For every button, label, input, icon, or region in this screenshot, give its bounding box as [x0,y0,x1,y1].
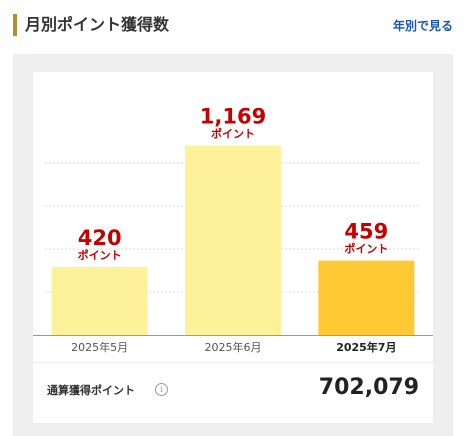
data-value-label: 459 [344,220,388,244]
chart-panel: ポイント 420 2025年5月 ポイント 1,169 2025年6月 ポイント 459 202… [13,54,453,436]
header-accent-bar [13,14,17,36]
x-tick-label: 2025年5月 [71,340,128,354]
bar-3 [318,260,415,335]
chart-canvas: ポイント4202025年5月ポイント1,1692025年6月ポイント459202… [33,105,433,354]
page-title: 月別ポイント獲得数 [25,15,170,34]
x-tick-label: 2025年7月 [336,340,396,354]
section-header: 月別ポイント獲得数 年別で見る [13,12,453,38]
bar-1 [51,266,148,335]
bar-2 [185,145,281,335]
data-unit-label: ポイント [211,127,255,141]
data-value-label: 1,169 [200,105,266,129]
data-value-label: 420 [78,226,122,250]
total-points-label: 通算獲得ポイント [47,384,135,397]
total-points-value: 702,079 [318,375,419,400]
monthly-points-chart: ポイント 420 2025年5月 ポイント 1,169 2025年6月 ポイント 459 202… [33,72,433,362]
view-by-year-link[interactable]: 年別で見る [392,19,453,33]
data-unit-label: ポイント [78,248,122,262]
data-unit-label: ポイント [344,242,388,256]
info-icon[interactable]: i [155,383,168,396]
total-points-row: 通算獲得ポイント i 702,079 [33,362,433,423]
x-tick-label: 2025年6月 [205,340,262,354]
